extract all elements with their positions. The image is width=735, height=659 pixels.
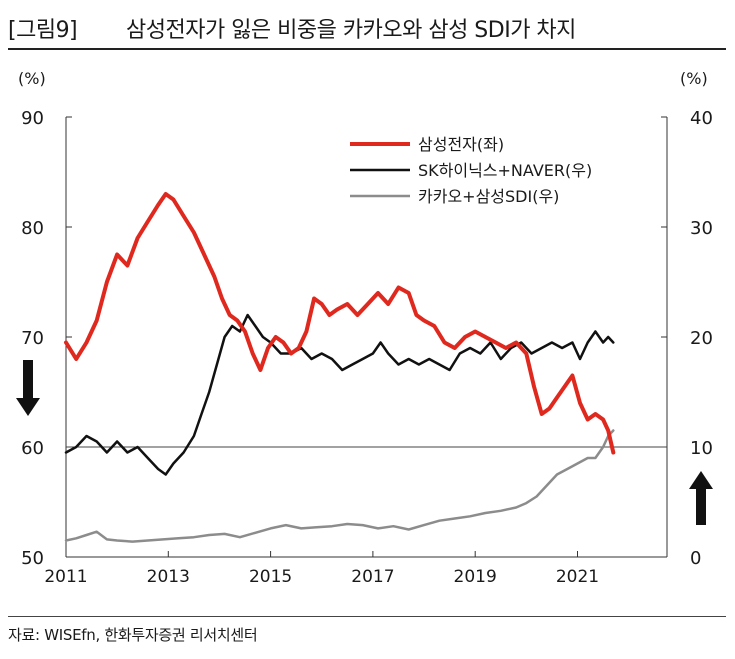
x-tick-label: 2021 (556, 567, 599, 587)
right-tick-label: 0 (690, 548, 701, 569)
figure-header: [그림9] 삼성전자가 잃은 비중을 카카오와 삼성 SDI가 차지 (8, 6, 726, 50)
left-tick-label: 70 (21, 328, 44, 349)
series-line-2 (64, 429, 615, 543)
source-note: 자료: WISEfn, 한화투자증권 리서치센터 (8, 626, 258, 644)
right-tick-label: 30 (690, 218, 713, 239)
x-ticks: 2011 2013 2015 2017 2019 2021 (44, 551, 599, 587)
right-tick-label: 10 (690, 438, 713, 459)
x-tick-label: 2017 (351, 567, 394, 587)
right-tick-label: 40 (690, 108, 713, 129)
left-tick-label: 50 (21, 548, 44, 569)
x-tick-label: 2019 (454, 567, 497, 587)
x-tick-label: 2015 (249, 567, 292, 587)
right-tick-label: 20 (690, 328, 713, 349)
footer-rule (8, 616, 726, 617)
figure-title: 삼성전자가 잃은 비중을 카카오와 삼성 SDI가 차지 (126, 18, 576, 43)
series-lines (64, 192, 616, 543)
legend-label: 삼성전자(좌) (418, 135, 504, 154)
right-y-ticks: 0 10 20 30 40 (661, 108, 713, 569)
x-tick-label: 2011 (44, 567, 87, 587)
left-y-ticks: 50 60 70 80 90 (21, 108, 72, 569)
legend: 삼성전자(좌) SK하이닉스+NAVER(우) 카카오+삼성SDI(우) (350, 135, 592, 206)
axes (65, 117, 668, 558)
figure-label: [그림9] (8, 18, 78, 43)
legend-label: SK하이닉스+NAVER(우) (418, 161, 592, 180)
down-arrow-icon (16, 360, 40, 416)
right-axis-unit-label: (%) (680, 69, 708, 88)
x-tick-label: 2013 (147, 567, 190, 587)
header-rule (8, 48, 726, 50)
left-tick-label: 80 (21, 218, 44, 239)
series-line-1 (64, 313, 615, 476)
left-axis-unit-label: (%) (18, 69, 46, 88)
left-tick-label: 60 (21, 438, 44, 459)
series-line-0 (64, 192, 616, 455)
legend-label: 카카오+삼성SDI(우) (418, 187, 559, 206)
up-arrow-icon (689, 471, 713, 525)
left-tick-label: 90 (21, 108, 44, 129)
